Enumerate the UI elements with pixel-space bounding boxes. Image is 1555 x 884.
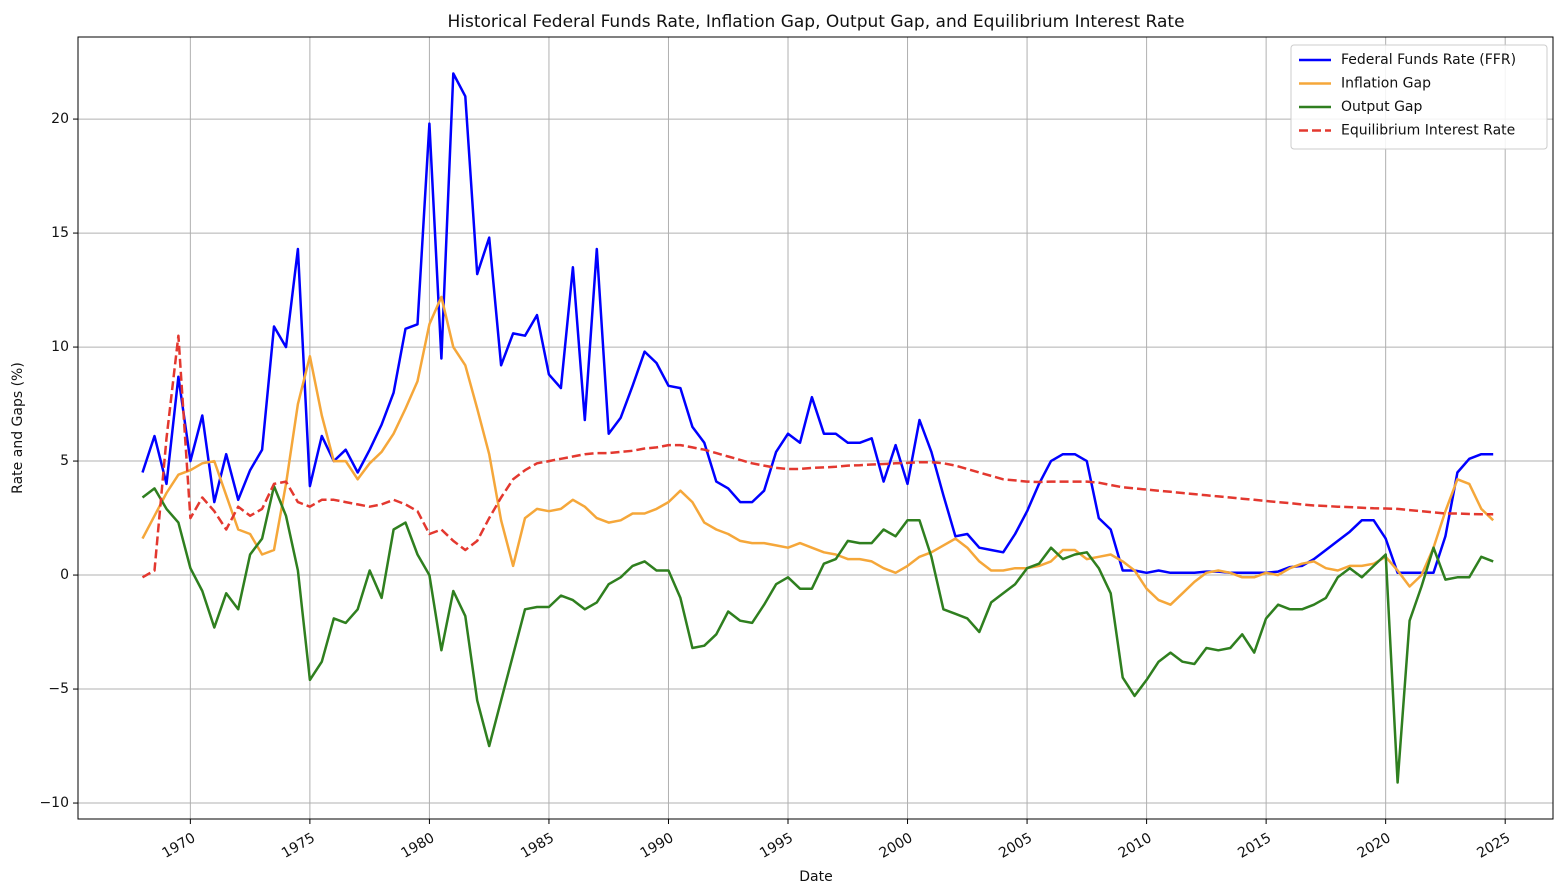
x-tick-label: 1985 [518, 830, 557, 862]
y-axis-label: Rate and Gaps (%) [10, 362, 26, 494]
x-tick-label: 2025 [1474, 830, 1513, 862]
series-line [141, 334, 1494, 579]
x-tick-label: 1990 [638, 830, 677, 862]
x-tick-label: 1975 [279, 830, 318, 862]
series-line [141, 295, 1495, 606]
x-tick-label: 1995 [757, 830, 796, 862]
y-tick-label: 15 [51, 225, 69, 241]
legend-box [1290, 44, 1548, 150]
series-line [141, 484, 1494, 784]
chart-title: Historical Federal Funds Rate, Inflation… [447, 12, 1184, 32]
x-axis-label: Date [799, 869, 832, 884]
series-line [141, 72, 1494, 575]
x-tick-label: 1980 [399, 830, 438, 862]
x-tick-label: 2020 [1355, 830, 1394, 862]
plot-frame [77, 36, 1554, 820]
legend: Federal Funds Rate (FFR) Inflation Gap Out… [1290, 44, 1548, 150]
y-tick-label: −5 [48, 681, 69, 697]
x-tick-label: 2010 [1116, 830, 1155, 862]
legend-label: Equilibrium Interest Rate [1341, 123, 1515, 139]
legend-label: Federal Funds Rate (FFR) [1341, 52, 1516, 68]
y-tick-label: 5 [60, 453, 69, 469]
y-tick-label: 10 [51, 339, 69, 355]
legend-label: Output Gap [1341, 99, 1423, 115]
y-tick-label: −10 [39, 795, 69, 811]
x-tick-label: 2000 [877, 830, 916, 862]
y-tick-label: 0 [60, 567, 69, 583]
x-tick-label: 2015 [1235, 830, 1274, 862]
y-tick-label: 20 [51, 111, 69, 127]
legend-label: Inflation Gap [1341, 76, 1431, 92]
x-tick-label: 2005 [996, 830, 1035, 862]
x-tick-label: 1970 [159, 830, 198, 862]
